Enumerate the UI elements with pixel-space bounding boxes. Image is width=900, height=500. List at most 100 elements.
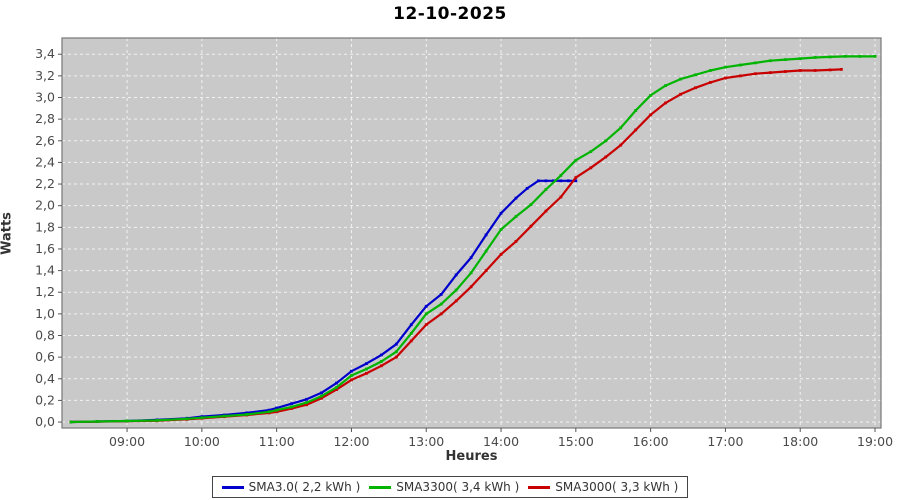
series-point-marker [484,269,488,272]
series-point-marker [694,73,697,77]
y-tick-label: 2,2 [35,176,55,191]
series-point-marker [305,397,308,401]
series-point-marker [439,302,443,306]
series-point-marker [320,391,323,395]
series-point-marker [350,374,353,377]
series-point-marker [738,63,742,67]
x-tick-label: 09:00 [109,434,145,449]
series-point-marker [365,371,368,375]
series-point-marker [574,158,578,162]
y-tick-label: 0,0 [35,414,55,429]
series-point-marker [566,179,570,183]
y-tick-label: 2,8 [35,111,55,126]
series-point-marker [379,364,383,368]
y-axis-title: Watts [0,212,15,255]
series-point-marker [619,126,623,130]
y-tick-label: 0,6 [35,349,55,364]
series-point-marker [589,150,593,153]
legend-box: SMA3.0( 2,2 kWh ) SMA3300( 3,4 kWh ) SMA… [211,476,689,498]
series-point-marker [350,369,353,373]
series-point-marker [69,420,73,424]
x-tick-label: 12:00 [333,434,369,449]
series-point-marker [185,417,189,421]
series-point-marker [537,179,540,183]
x-tick-label: 10:00 [184,434,220,449]
series-point-marker [320,394,323,398]
series-point-marker [544,209,548,213]
series-point-marker [155,419,159,422]
series-point-marker [469,271,473,275]
y-tick-label: 2,6 [35,133,55,148]
series-point-marker [424,312,428,316]
series-point-marker [424,323,428,327]
legend-swatch-red [528,485,551,489]
series-point-marker [200,416,204,420]
series-point-marker [409,339,413,343]
series-point-marker [529,224,533,228]
y-tick-label: 1,8 [35,219,55,234]
series-point-marker [619,143,623,147]
series-point-marker [499,252,503,256]
series-point-marker [469,256,473,260]
series-point-marker [454,299,458,303]
series-point-marker [394,342,398,346]
series-point-marker [544,179,548,183]
series-point-marker [290,402,294,406]
series-point-marker [724,76,727,80]
series-point-marker [604,155,608,159]
series-point-marker [783,58,787,62]
series-point-marker [783,70,787,73]
y-tick-label: 0,8 [35,328,55,343]
y-tick-label: 0,4 [35,371,55,386]
series-point-marker [499,211,503,215]
series-point-marker [798,69,802,72]
series-point-marker [828,55,832,59]
series-point-marker [335,381,338,385]
series-point-marker [499,228,503,231]
series-point-marker [768,59,772,63]
series-point-marker [379,360,383,363]
legend-label: SMA3000( 3,3 kWh ) [555,480,679,494]
x-tick-label: 18:00 [782,434,818,449]
y-tick-label: 2,0 [35,198,55,213]
series-point-marker [839,67,843,71]
series-point-marker [290,405,294,409]
series-point-marker [469,285,473,289]
series-point-marker [514,196,518,200]
series-point-marker [439,292,443,296]
series-point-marker [290,407,294,410]
x-tick-label: 14:00 [483,434,519,449]
y-tick-label: 3,0 [35,90,55,105]
series-point-marker [222,414,226,418]
series-point-marker [320,396,323,400]
legend-item-sma3000: SMA3000( 3,3 kWh ) [528,480,678,494]
series-point-marker [544,188,548,191]
legend-swatch-green [369,485,392,489]
series-point-marker [529,203,533,207]
series-point-marker [768,71,772,75]
series-point-marker [409,331,413,335]
series-point-marker [679,77,682,81]
series-point-marker [350,378,353,382]
series-point-marker [454,288,458,292]
y-tick-label: 1,4 [35,263,55,278]
series-point-marker [709,69,712,72]
series-point-marker [634,109,638,112]
series-point-marker [267,408,271,412]
y-tick-label: 0,2 [35,392,55,407]
series-point-marker [525,186,529,190]
series-point-marker [709,80,712,84]
legend: SMA3.0( 2,2 kWh ) SMA3300( 3,4 kWh ) SMA… [0,476,900,498]
x-tick-label: 13:00 [408,434,444,449]
series-point-marker [305,403,308,407]
series-point-marker [335,388,338,391]
series-point-marker [439,312,443,316]
series-point-marker [679,92,682,96]
legend-swatch-blue [221,485,244,489]
legend-item-sma30: SMA3.0( 2,2 kWh ) [221,480,360,494]
series-point-marker [365,362,368,366]
series-point-marker [649,113,653,117]
series-point-marker [738,74,742,78]
series-point-marker [664,101,667,105]
